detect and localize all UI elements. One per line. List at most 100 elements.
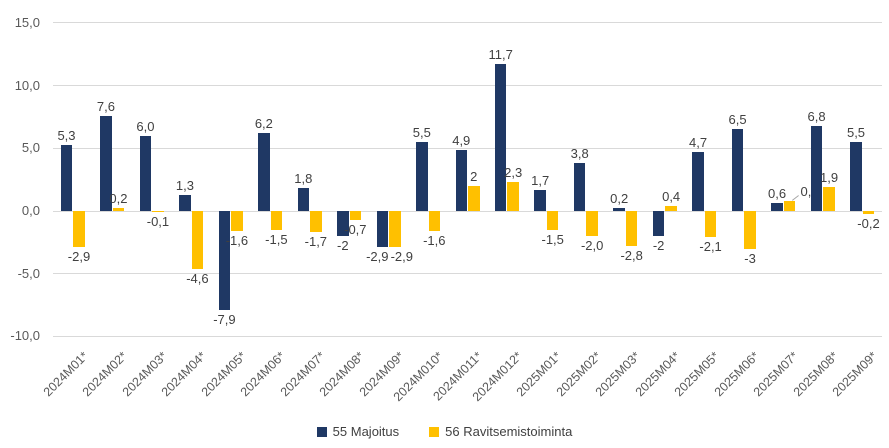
- bar-56-ravitsemistoiminta: [270, 211, 283, 230]
- bar-55-majoitus: [652, 211, 665, 237]
- value-label: -2: [337, 238, 349, 254]
- y-axis-tick-label: 15,0: [14, 14, 40, 30]
- bar-55-majoitus: [731, 129, 744, 211]
- bar-56-ravitsemistoiminta: [152, 211, 164, 213]
- value-label: -2,0: [580, 238, 604, 254]
- value-label: 5,5: [846, 125, 866, 141]
- bar-55-majoitus: [179, 194, 191, 211]
- value-label: 5,3: [57, 127, 76, 143]
- legend-item-majoitus: 55 Majoitus: [316, 424, 400, 439]
- value-label: -2,9: [390, 249, 413, 265]
- value-label: -0,1: [146, 214, 170, 230]
- value-label: 2: [470, 168, 478, 184]
- value-label: -1,5: [265, 231, 288, 247]
- value-label: -0,7: [344, 221, 367, 237]
- value-label: -7,9: [213, 312, 236, 328]
- gridline: [53, 85, 882, 87]
- value-label: 6,5: [728, 112, 747, 128]
- y-axis-tick-label: 0,0: [21, 203, 40, 218]
- legend-label-ravitsemistoiminta: 56 Ravitsemistoiminta: [445, 424, 573, 439]
- value-label: 1,9: [819, 170, 839, 186]
- bar-56-ravitsemistoiminta: [389, 211, 401, 248]
- legend-item-ravitsemistoiminta: 56 Ravitsemistoiminta: [429, 424, 572, 439]
- y-axis-tick-label: 10,0: [14, 77, 40, 93]
- bar-55-majoitus: [771, 203, 783, 211]
- value-label: -2,1: [699, 239, 722, 255]
- value-label: 6,8: [807, 108, 826, 124]
- value-label: 2,3: [504, 165, 523, 181]
- y-axis-tick-label: -5,0: [17, 265, 40, 281]
- bar-55-majoitus: [494, 64, 507, 211]
- value-label: -0,2: [857, 215, 880, 231]
- bar-56-ravitsemistoiminta: [625, 211, 638, 247]
- bar-56-ravitsemistoiminta: [231, 211, 243, 232]
- bar-56-ravitsemistoiminta: [507, 182, 519, 211]
- bar-55-majoitus: [218, 211, 231, 311]
- bar-55-majoitus: [337, 211, 349, 237]
- value-label: 1,3: [175, 177, 194, 193]
- value-label: -1,5: [541, 231, 564, 247]
- bar-56-ravitsemistoiminta: [783, 200, 796, 211]
- value-label: -2,9: [67, 249, 91, 265]
- value-label: -2,9: [366, 249, 389, 265]
- bar-56-ravitsemistoiminta: [310, 211, 322, 233]
- gridline: [53, 22, 882, 24]
- value-label: 11,7: [488, 47, 513, 63]
- bar-55-majoitus: [534, 189, 546, 211]
- value-label: -1,6: [423, 233, 446, 249]
- y-axis-tick-label: -10,0: [10, 328, 40, 344]
- bar-55-majoitus: [810, 125, 823, 211]
- value-label: -3: [744, 250, 756, 266]
- value-label: 6,2: [254, 116, 273, 132]
- bar-56-ravitsemistoiminta: [73, 211, 85, 248]
- bar-55-majoitus: [692, 152, 704, 211]
- value-label: 4,9: [452, 132, 471, 148]
- value-label: 1,8: [294, 171, 313, 187]
- value-label: 5,5: [412, 125, 431, 141]
- value-label: 4,7: [689, 135, 708, 151]
- bar-56-ravitsemistoiminta: [546, 211, 559, 230]
- value-label: 7,6: [96, 98, 115, 114]
- y-axis-tick-label: 5,0: [21, 140, 40, 156]
- legend-swatch-ravitsemistoiminta-icon: [429, 426, 440, 437]
- value-label: -2: [652, 238, 665, 254]
- value-label: -4,6: [186, 270, 209, 286]
- bar-56-ravitsemistoiminta: [665, 205, 677, 211]
- bar-56-ravitsemistoiminta: [349, 211, 362, 220]
- value-label: -1,7: [304, 234, 328, 250]
- bar-55-majoitus: [297, 188, 310, 211]
- bar-55-majoitus: [613, 208, 625, 211]
- value-label: -1,6: [225, 233, 249, 249]
- bar-56-ravitsemistoiminta: [428, 211, 441, 232]
- value-label: 0,6: [768, 186, 787, 202]
- gridline: [53, 147, 882, 149]
- gridline: [53, 335, 882, 337]
- bar-55-majoitus: [258, 133, 270, 211]
- bar-56-ravitsemistoiminta: [744, 211, 756, 249]
- bar-55-majoitus: [60, 144, 73, 211]
- value-label: 0,2: [610, 191, 629, 207]
- bar-56-ravitsemistoiminta: [704, 211, 717, 238]
- legend-swatch-majoitus-icon: [316, 426, 327, 437]
- value-label: 1,7: [531, 172, 550, 188]
- value-label: 0,2: [109, 191, 128, 207]
- chart-legend: 55 Majoitus 56 Ravitsemistoiminta: [0, 424, 889, 439]
- value-label: -2,8: [620, 248, 643, 264]
- legend-label-majoitus: 55 Majoitus: [332, 424, 400, 439]
- bar-56-ravitsemistoiminta: [586, 211, 598, 237]
- bar-55-majoitus: [455, 149, 467, 211]
- bar-55-majoitus: [850, 142, 862, 211]
- bar-55-majoitus: [376, 211, 389, 248]
- gridline: [53, 273, 882, 275]
- bar-56-ravitsemistoiminta: [468, 185, 480, 211]
- bar-56-ravitsemistoiminta: [112, 208, 125, 211]
- bar-56-ravitsemistoiminta: [862, 211, 875, 214]
- bar-55-majoitus: [573, 163, 586, 211]
- value-label: 3,8: [570, 146, 589, 162]
- value-label: 6,0: [136, 118, 155, 134]
- bar-55-majoitus: [416, 142, 428, 211]
- bar-55-majoitus: [139, 135, 152, 211]
- value-label: 0,4: [662, 188, 681, 204]
- bar-56-ravitsemistoiminta: [191, 211, 204, 269]
